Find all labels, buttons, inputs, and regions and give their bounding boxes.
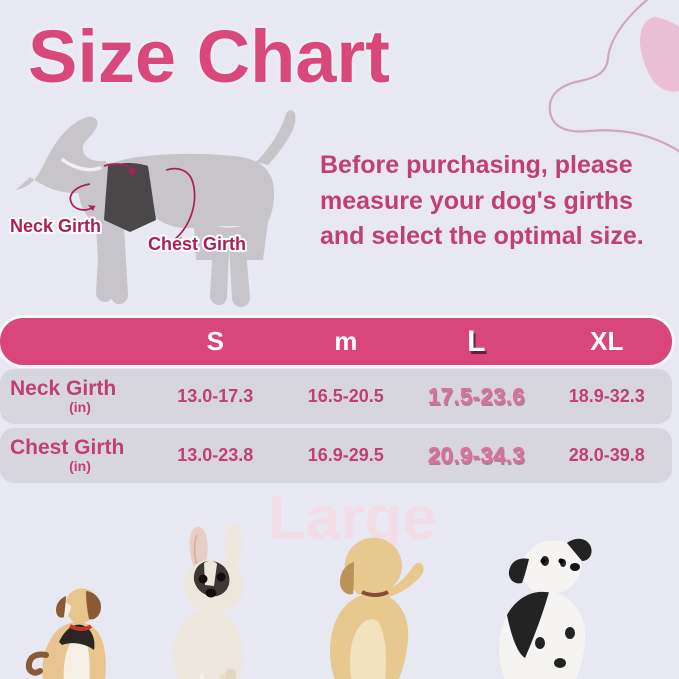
svg-text:Neck Girth: Neck Girth [10, 216, 101, 236]
svg-text:Chest Girth: Chest Girth [148, 234, 246, 254]
